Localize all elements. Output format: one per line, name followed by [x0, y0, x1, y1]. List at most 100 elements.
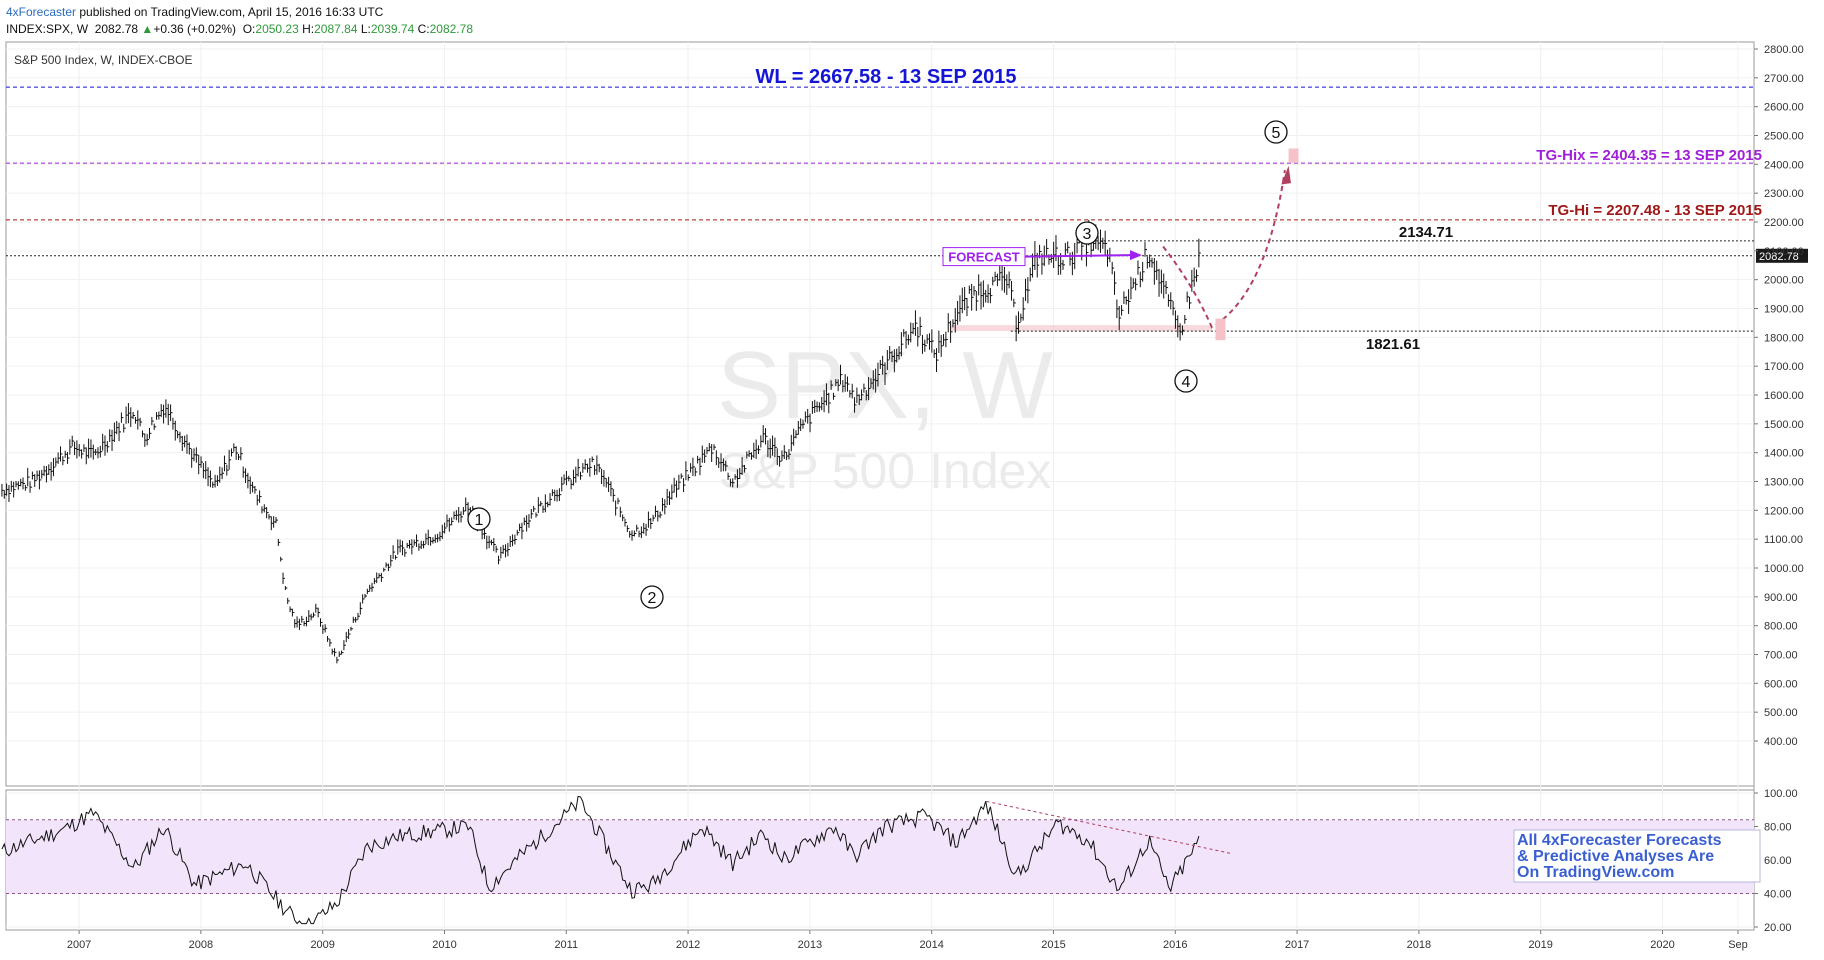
tg-hix-label: TG-Hix = 2404.35 = 13 SEP 2015	[1536, 147, 1762, 164]
price-tick-label: 1900.00	[1764, 304, 1804, 316]
wave-1-circle	[467, 507, 491, 531]
rsi-tick-label: 20.00	[1764, 922, 1792, 934]
price-tick-label: 900.00	[1764, 592, 1798, 604]
up-arrow-icon: ▲	[141, 22, 154, 36]
wave-1-label: 1	[475, 512, 484, 529]
time-tick-label: 2012	[676, 939, 700, 951]
forecast-arrow-head	[1130, 250, 1142, 261]
tg-hi-label: TG-Hi = 2207.48 - 13 SEP 2015	[1548, 202, 1762, 219]
time-axis[interactable]: 2007 2008 2009 2010 2011 2012 2013 2014 2015 2016…	[67, 930, 1748, 951]
price-tick-label: 1800.00	[1764, 332, 1804, 344]
rsi-tick-label: 40.00	[1764, 889, 1792, 901]
price-tick-label: 2100.00	[1764, 246, 1804, 258]
wave-4-circle	[1174, 369, 1198, 393]
main-grid	[6, 42, 1754, 930]
projection-path	[1162, 169, 1286, 329]
rsi-axis[interactable]: 100.00 80.00 60.00 40.00 20.00	[1754, 788, 1798, 934]
time-tick-label: 2010	[432, 939, 456, 951]
wave-2-circle	[640, 585, 664, 609]
time-tick-label: 2018	[1407, 939, 1431, 951]
time-tick-label: 2011	[554, 939, 578, 951]
price-tick-label: 600.00	[1764, 678, 1798, 690]
price-tick-label: 2000.00	[1764, 275, 1804, 287]
symbol-label: INDEX:SPX, W	[6, 22, 89, 36]
time-tick-label: 2016	[1163, 939, 1187, 951]
price-tick-label: 2800.00	[1764, 44, 1804, 56]
price-tick-label: 800.00	[1764, 621, 1798, 633]
time-tick-label: 2009	[310, 939, 334, 951]
wl-label: WL = 2667.58 - 13 SEP 2015	[755, 66, 1016, 88]
low-label: 1821.61	[1366, 336, 1420, 353]
rsi-line	[1, 795, 1231, 925]
rsi-tick-label: 80.00	[1764, 822, 1792, 834]
annotations: FORECAST	[942, 148, 1299, 341]
time-tick-label: 2015	[1041, 939, 1065, 951]
low-value: 2039.74	[370, 22, 415, 36]
high-label: 2134.71	[1399, 224, 1453, 241]
publish-header: 4xForecaster published on TradingView.co…	[6, 4, 383, 20]
support-zone	[949, 325, 1212, 332]
rsi-tick-label: 100.00	[1764, 788, 1798, 800]
open-label: O:	[242, 22, 256, 36]
author-link[interactable]: 4xForecaster	[6, 5, 77, 19]
time-tick-label: 2017	[1285, 939, 1309, 951]
price-tick-label: 2500.00	[1764, 131, 1804, 143]
time-tick-label: Sep	[1728, 939, 1748, 951]
price-tick-label: 1500.00	[1764, 419, 1804, 431]
time-tick-label: 2007	[67, 939, 91, 951]
price-tick-label: 2400.00	[1764, 159, 1804, 171]
wave-3-circle	[1075, 221, 1099, 245]
price-bars	[1, 219, 1201, 664]
price-tick-label: 500.00	[1764, 707, 1798, 719]
watermark-name: S&P 500 Index	[719, 443, 1052, 499]
price-tick-label: 400.00	[1764, 736, 1798, 748]
promo-line-2: & Predictive Analyses Are	[1517, 848, 1714, 865]
price-tick-label: 1600.00	[1764, 390, 1804, 402]
last-price: 2082.78	[94, 22, 139, 36]
price-tick-label: 700.00	[1764, 650, 1798, 662]
projection-arrow-head	[1281, 165, 1291, 185]
low-label: L:	[360, 22, 371, 36]
time-tick-label: 2020	[1650, 939, 1674, 951]
wave-4-label: 4	[1182, 374, 1191, 391]
rsi-band-fill	[6, 819, 1754, 894]
time-tick-label: 2019	[1528, 939, 1552, 951]
price-tick-label: 1400.00	[1764, 448, 1804, 460]
price-tick-label: 2600.00	[1764, 102, 1804, 114]
forecast-arrow	[1024, 254, 1131, 258]
high-value: 2087.84	[314, 22, 358, 36]
wave4-target-box	[1215, 318, 1226, 341]
wave-5-label: 5	[1272, 125, 1281, 142]
price-change: +0.36 (+0.02%)	[153, 22, 237, 36]
open-value: 2050.23	[255, 22, 299, 36]
price-tick-label: 2700.00	[1764, 73, 1804, 85]
wave5-target-box	[1288, 148, 1299, 163]
time-tick-label: 2008	[189, 939, 213, 951]
close-label: C:	[417, 22, 430, 36]
high-label: H:	[302, 22, 315, 36]
wave-2-label: 2	[648, 590, 657, 607]
price-tick-label: 1700.00	[1764, 361, 1804, 373]
wave-labels: 1 2 3 4 5	[467, 120, 1288, 609]
rsi-band	[6, 819, 1754, 894]
price-tick-label: 2200.00	[1764, 217, 1804, 229]
ohlc-header: INDEX:SPX, W 2082.78 ▲+0.36 (+0.02%) O:2…	[6, 21, 473, 37]
promo-line-1: All 4xForecaster Forecasts	[1517, 832, 1722, 849]
last-price-tag: 2082.78	[1759, 251, 1799, 263]
close-value: 2082.78	[429, 22, 473, 36]
rsi-tick-label: 60.00	[1764, 855, 1792, 867]
promo-box	[1513, 829, 1761, 883]
forecast-label: FORECAST	[948, 250, 1020, 265]
price-axis[interactable]: 2800.00 2700.00 2600.00 2500.00 2400.00 2300.…	[1754, 44, 1804, 748]
chart-legend-title: S&P 500 Index, W, INDEX-CBOE	[14, 53, 193, 67]
promo-line-3: On TradingView.com	[1517, 864, 1674, 881]
time-tick-label: 2014	[919, 939, 943, 951]
wave-3-label: 3	[1083, 226, 1092, 243]
publish-info: published on TradingView.com, April 15, …	[76, 5, 384, 19]
time-tick-label: 2013	[798, 939, 822, 951]
wave-5-circle	[1264, 120, 1288, 144]
level-lines: WL = 2667.58 - 13 SEP 2015 TG-Hix = 2404.…	[6, 66, 1808, 353]
price-tick-label: 1000.00	[1764, 563, 1804, 575]
price-tick-label: 1300.00	[1764, 477, 1804, 489]
